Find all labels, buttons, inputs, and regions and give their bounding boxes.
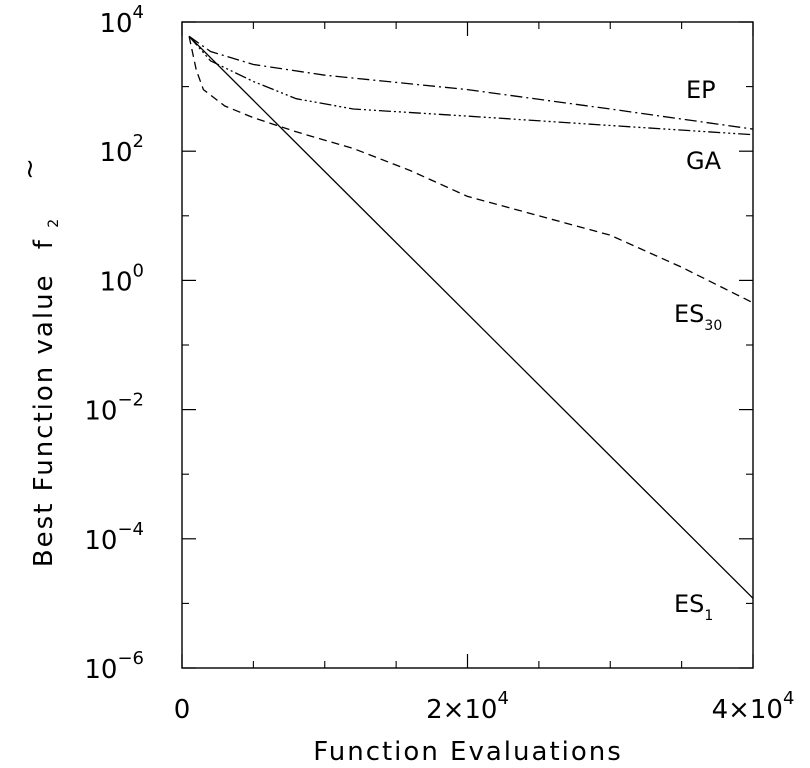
series-labels: EP GA ES30 ES1 — [674, 76, 722, 624]
plot-frame — [181, 21, 754, 669]
series-line-ep — [188, 35, 754, 130]
series-label-ep: EP — [686, 76, 716, 104]
y-tick-label: 104 — [99, 2, 144, 39]
y-axis: 104 102 100 10−2 10−4 10−6 — [84, 2, 753, 685]
y-tick-label: 10−2 — [84, 390, 144, 427]
y-tick-label: 102 — [99, 131, 144, 168]
series-line-es30 — [188, 36, 754, 304]
x-tick-label: 2×104 — [426, 688, 509, 725]
series-label-es1: ES1 — [674, 590, 713, 624]
svg-text:Best Function value f: Best Function value f 2 — [29, 217, 62, 567]
y-tick-label: 10−4 — [84, 519, 144, 556]
y-axis-title-group: Best Function value f 2 — [29, 217, 62, 567]
x-tick-label: 0 — [174, 695, 191, 725]
x-axis-title: Function Evaluations — [313, 737, 623, 767]
x-axis: 0 2×104 4×104 — [174, 22, 795, 725]
y-axis-symbol: f — [29, 238, 59, 249]
series-label-es30: ES30 — [674, 300, 722, 334]
y-tick-label: 10−6 — [84, 648, 144, 685]
plot-frame-rect — [181, 21, 754, 669]
y-axis-symbol-sub: 2 — [46, 217, 62, 228]
y-axis-title: Best Function value — [29, 273, 59, 567]
series-line-es1 — [188, 35, 754, 599]
x-tick-label: 4×104 — [712, 688, 795, 725]
y-tick-label: 100 — [99, 260, 144, 297]
series-lines — [188, 35, 754, 599]
series-label-ga: GA — [686, 147, 722, 175]
y-axis-symbol-mark: ~ — [15, 156, 45, 180]
